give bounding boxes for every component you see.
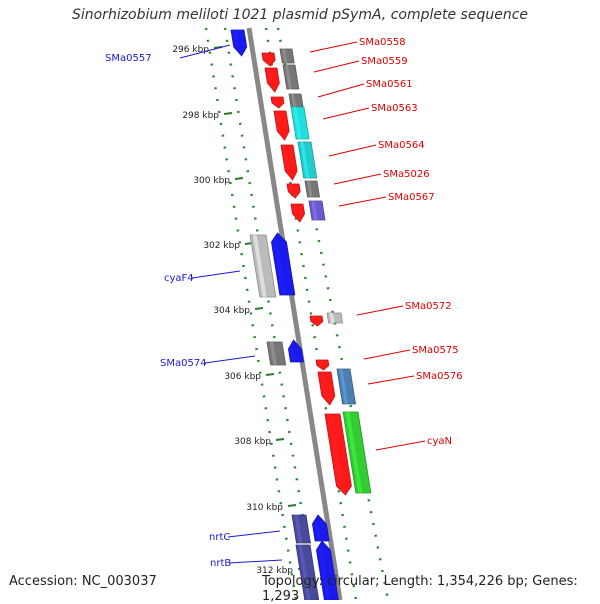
gene-SMa0558 [279, 48, 295, 64]
gene-SMa0572 [326, 312, 344, 324]
scale-tick-label: 310 kbp [246, 503, 283, 513]
gene-SMa0575-highlight [320, 372, 328, 396]
track-outline-1 [223, 27, 318, 601]
label-nrtB-leader [228, 559, 283, 564]
label-SMa0572: SMa0572 [405, 301, 452, 312]
gene-SMa0563-highlight [293, 107, 302, 139]
gene-cyaF4-highlight [274, 242, 287, 295]
gene-nrtC-partner-highlight [294, 515, 303, 543]
label-SMa0567-leader [338, 196, 387, 207]
label-SMa0558-leader [309, 41, 358, 53]
label-SMa0574-leader [204, 355, 256, 364]
gene-nrtC-highlight [314, 524, 322, 541]
label-SMa0557-leader [179, 44, 231, 59]
label-SMa0557: SMa0557 [105, 53, 152, 64]
gene-SMa5026-highlight [307, 181, 313, 197]
scale-tick-304-kbp [254, 307, 264, 310]
gene-SMa0563-a-highlight [276, 111, 283, 131]
gene-cyaN-partner-highlight [327, 414, 343, 486]
label-SMa0572-leader [356, 305, 404, 316]
gene-SMa0561 [288, 93, 304, 108]
scale-tick-label: 306 kbp [224, 372, 261, 382]
label-SMa0561-leader [317, 83, 365, 98]
gene-SMa0567-a [290, 203, 305, 223]
label-SMa0575-leader [363, 349, 411, 360]
label-nrtC-leader [227, 530, 281, 538]
backbone-line [246, 27, 343, 601]
label-nrtB: nrtB [210, 558, 231, 569]
gene-SMa0561-a-highlight [273, 97, 278, 104]
label-SMa0567: SMa0567 [388, 192, 435, 203]
gene-SMa0576-highlight [339, 369, 349, 404]
gene-SMa0558-a-highlight [264, 53, 269, 61]
scale-tick-308-kbp [275, 438, 285, 441]
scale-tick-300-kbp [234, 177, 244, 180]
track-outline-0 [204, 27, 298, 601]
gene-SMa0567-highlight [311, 201, 318, 220]
gene-SMa0559-highlight [285, 65, 292, 89]
gene-SMa0561-a [270, 96, 285, 109]
gene-SMa0575-a [315, 359, 330, 371]
accession-text: Accession: NC_003037 [9, 574, 157, 589]
label-cyaF4: cyaF4 [164, 273, 194, 284]
gene-SMa0557-highlight [233, 30, 240, 47]
scale-tick-label: 296 kbp [172, 45, 209, 55]
label-cyaF4-leader [191, 270, 241, 279]
label-SMa0564: SMa0564 [378, 140, 425, 151]
gene-SMa0567-a-highlight [293, 204, 298, 214]
label-SMa0561: SMa0561 [366, 79, 413, 90]
label-cyaN: cyaN [427, 436, 452, 447]
gene-SMa0558-highlight [282, 49, 288, 63]
gene-SMa0572-highlight [329, 313, 335, 323]
label-SMa5026-leader [333, 173, 382, 185]
gene-SMa0564-a [280, 144, 298, 181]
gene-SMa0564-highlight [300, 142, 310, 178]
gene-SMa0558-a [261, 52, 276, 67]
scale-tick-306-kbp [265, 373, 275, 376]
scale-tick-label: 300 kbp [193, 176, 230, 186]
gene-SMa0561-highlight [291, 94, 297, 107]
label-SMa0559: SMa0559 [361, 56, 408, 67]
label-nrtC: nrtC [209, 532, 230, 543]
map-title: Sinorhizobium meliloti 1021 plasmid pSym… [71, 7, 529, 23]
scale-tick-label: 302 kbp [203, 241, 240, 251]
label-SMa0559-leader [313, 60, 360, 73]
label-SMa5026: SMa5026 [383, 169, 430, 180]
label-SMa0576: SMa0576 [416, 371, 463, 382]
gene-SMa5026-a [286, 183, 301, 199]
gene-SMa0564-a-highlight [283, 145, 291, 171]
scale-tick-310-kbp [287, 504, 297, 507]
gene-cyaF4-partner-highlight [252, 235, 267, 297]
label-SMa0558: SMa0558 [359, 37, 406, 48]
gene-nrtB-partner-highlight [298, 545, 311, 600]
label-cyaN-leader [375, 440, 426, 451]
gene-cyaN-highlight [345, 412, 363, 493]
label-SMa0574: SMa0574 [160, 358, 207, 369]
label-SMa0576-leader [367, 375, 415, 385]
scale-tick-298-kbp [223, 112, 233, 115]
label-SMa0563-leader [322, 107, 370, 120]
gene-SMa0559-a [264, 67, 280, 93]
gene-SMa0575-a-highlight [318, 360, 322, 366]
gene-nrtB-highlight [318, 550, 331, 600]
gene-SMa0563-a [273, 110, 290, 141]
gene-SMa5026-a-highlight [289, 184, 294, 192]
gene-SMa0575 [317, 371, 336, 406]
label-SMa0563: SMa0563 [371, 103, 418, 114]
gene-SMa0557 [230, 29, 248, 57]
gene-SMa0559-a-highlight [267, 68, 273, 83]
scale-tick-label: 308 kbp [234, 437, 271, 447]
scale-tick-label: 312 kbp [256, 566, 293, 576]
gene-SMa0574-partner-highlight [269, 342, 277, 365]
gene-SMa5026 [304, 180, 321, 198]
gene-SMa0574-highlight [290, 349, 296, 362]
label-SMa0564-leader [328, 144, 377, 157]
scale-tick-label: 304 kbp [213, 306, 250, 316]
label-SMa0575: SMa0575 [412, 345, 459, 356]
scale-tick-label: 298 kbp [182, 111, 219, 121]
gene-SMa0572-a-highlight [312, 316, 316, 322]
